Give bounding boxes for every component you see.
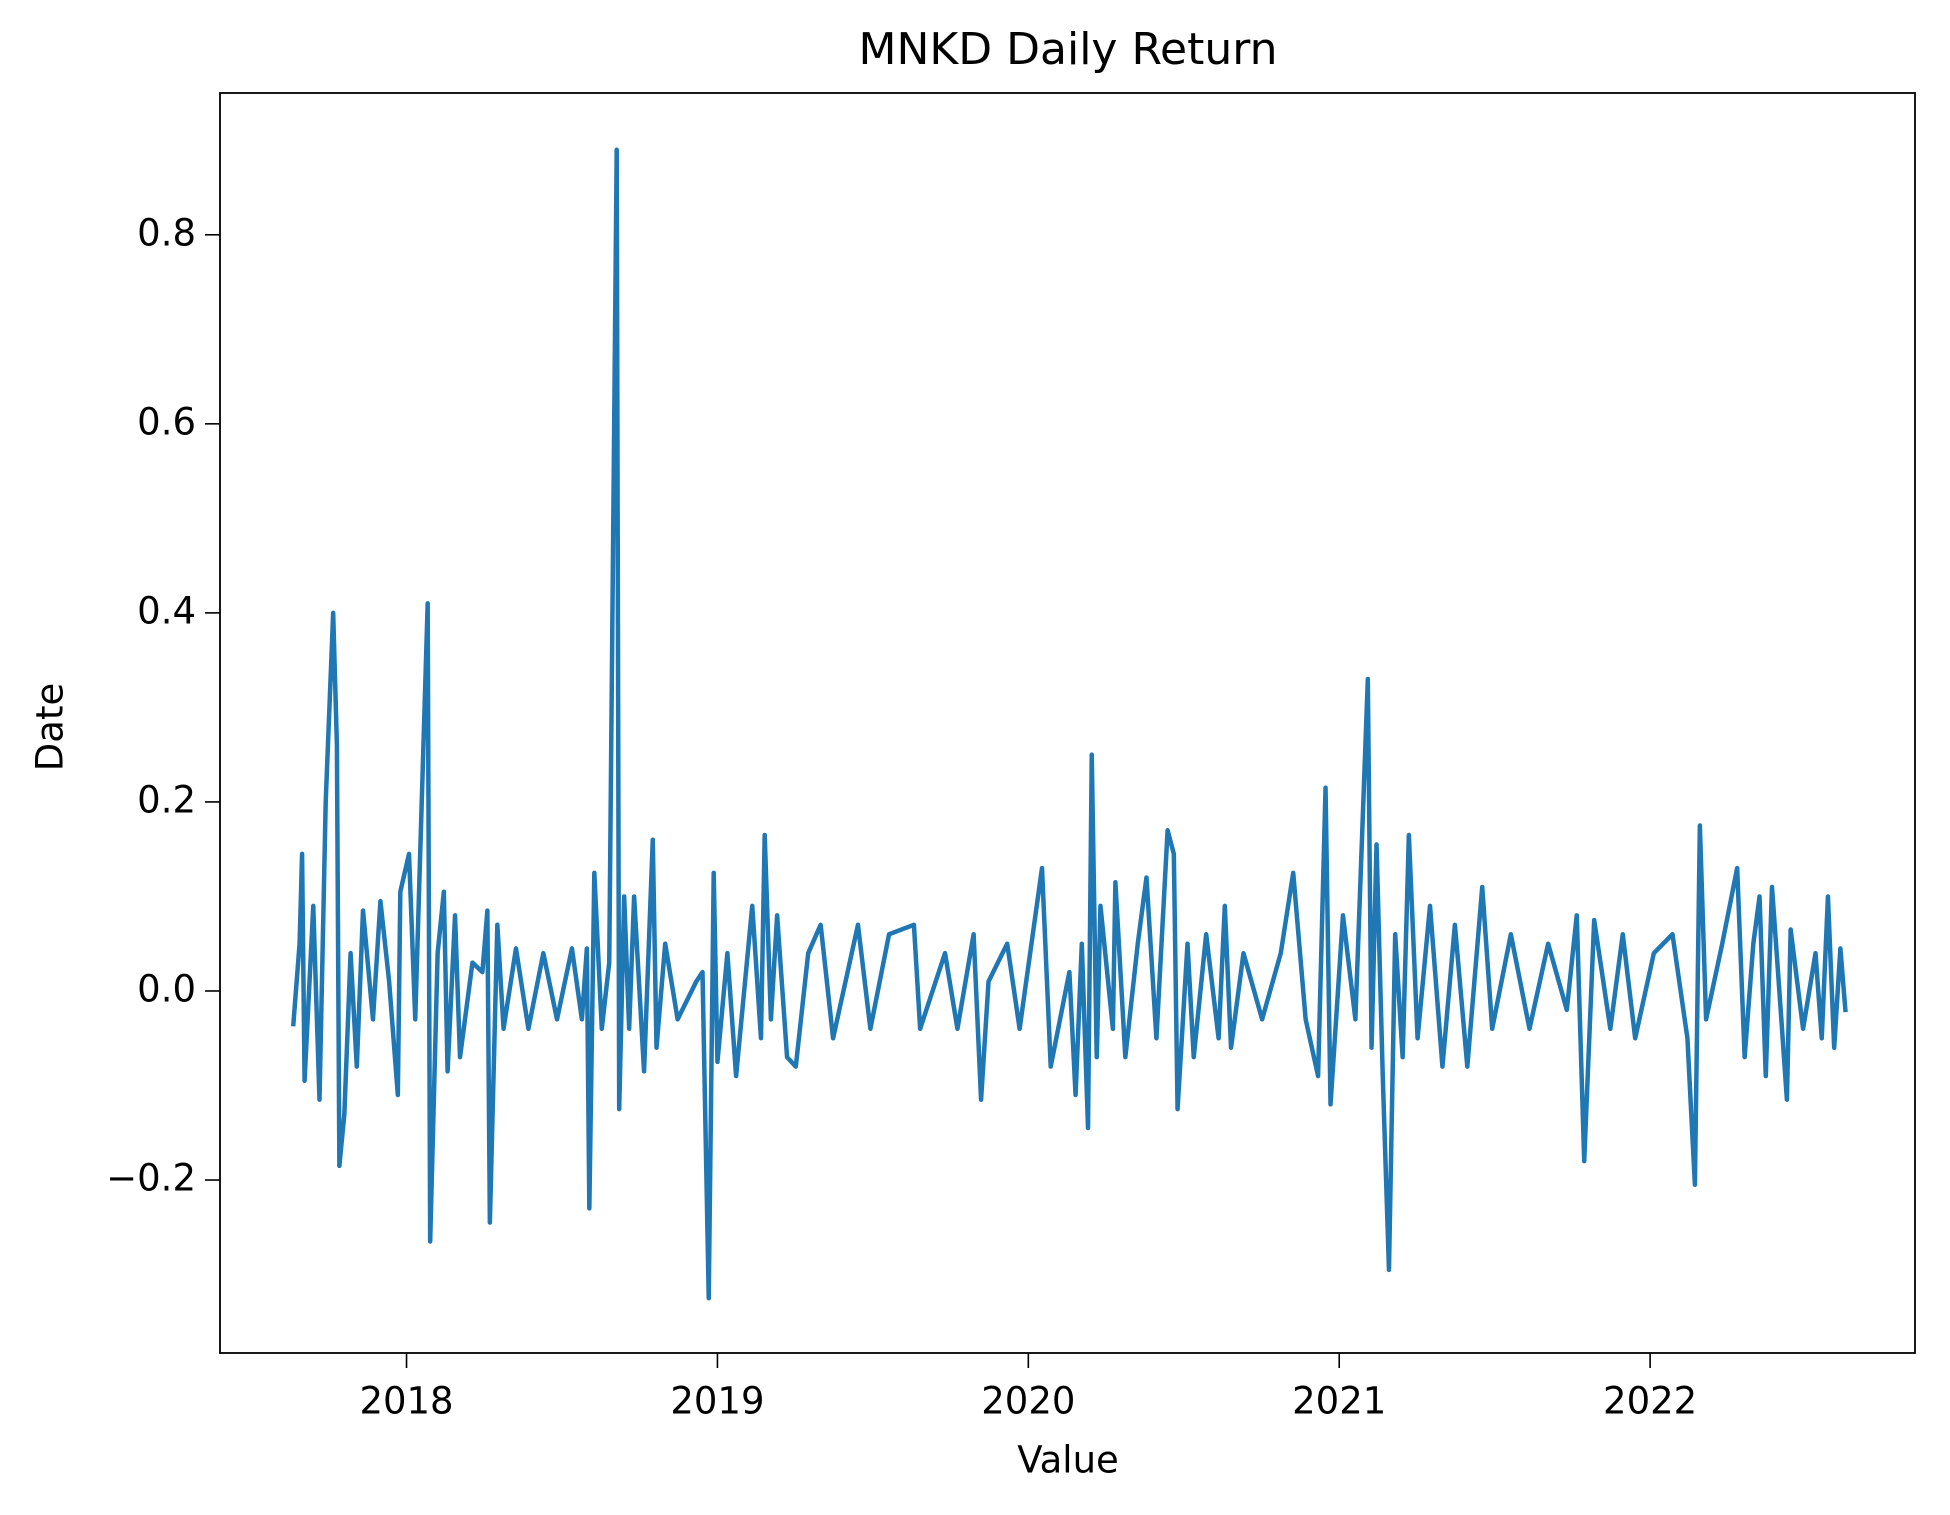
x-tick-label: 2019 bbox=[670, 1380, 764, 1423]
x-tick-label: 2018 bbox=[359, 1380, 453, 1423]
x-tick-label: 2020 bbox=[981, 1380, 1075, 1423]
y-tick-label: 0.2 bbox=[137, 778, 196, 821]
y-tick-label: 0.8 bbox=[137, 211, 196, 254]
x-axis-label: Value bbox=[1017, 1439, 1119, 1482]
y-tick-label: −0.2 bbox=[106, 1157, 196, 1200]
y-axis-label: Date bbox=[29, 683, 72, 771]
y-tick-label: 0.0 bbox=[137, 967, 196, 1010]
chart-title: MNKD Daily Return bbox=[859, 24, 1278, 75]
x-tick-label: 2022 bbox=[1603, 1380, 1697, 1423]
y-tick-label: 0.6 bbox=[137, 400, 196, 443]
y-tick-label: 0.4 bbox=[137, 589, 196, 632]
x-tick-label: 2021 bbox=[1292, 1380, 1386, 1423]
data-line bbox=[290, 147, 1848, 1301]
plot-frame bbox=[219, 92, 1916, 1354]
